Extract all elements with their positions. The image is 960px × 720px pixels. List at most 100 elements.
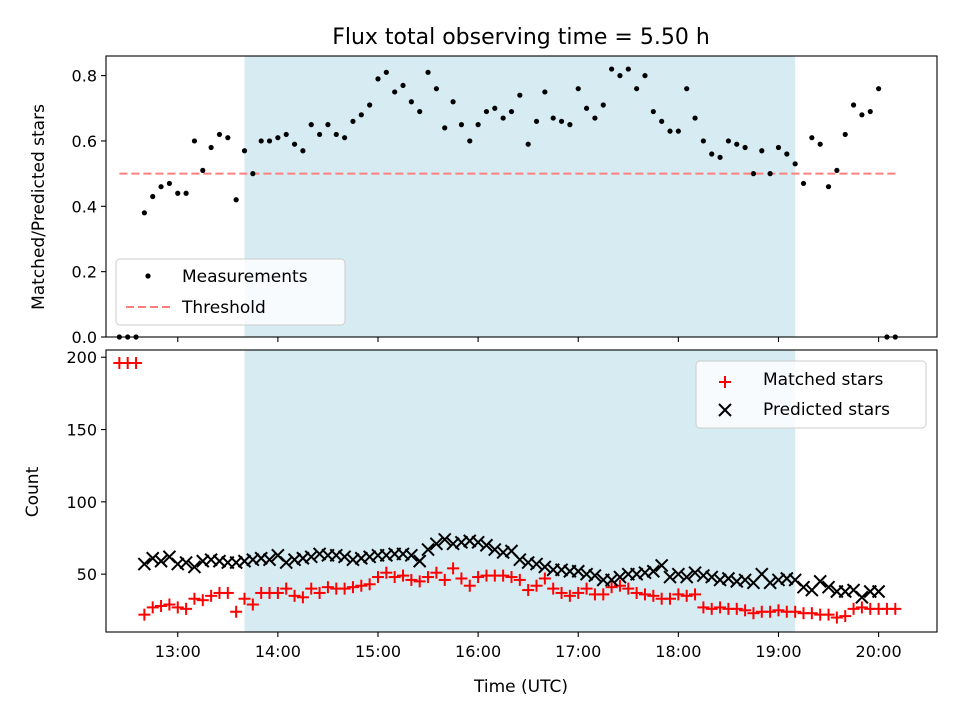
matched-star-point — [697, 601, 710, 614]
measurement-point — [684, 86, 690, 92]
measurement-point — [542, 89, 548, 95]
measurement-point — [233, 197, 239, 203]
predicted-star-d2 — [646, 564, 661, 578]
bottom-x-tick-label: 15:00 — [355, 642, 401, 661]
matched-star-point — [605, 581, 618, 594]
matched-star-point — [371, 571, 384, 584]
predicted-star-point — [262, 552, 277, 567]
top-axes-frame — [105, 55, 938, 338]
measurement-point — [717, 154, 723, 160]
matched-star-point — [764, 605, 777, 618]
matched-star-point — [730, 602, 743, 615]
predicted-star-d2 — [571, 564, 585, 578]
measurement-point — [784, 151, 790, 157]
matched-star-point — [805, 607, 818, 620]
predicted-star-point — [471, 535, 485, 550]
predicted-star-point — [571, 564, 585, 578]
matched-star-point — [664, 592, 677, 605]
predicted-star-point — [538, 560, 552, 574]
measurement-point — [458, 122, 465, 128]
predicted-star-point — [438, 532, 452, 547]
predicted-star-d2 — [479, 538, 494, 552]
matched-star-point — [246, 598, 259, 611]
predicted-star-d2 — [654, 558, 669, 573]
matched-star-point — [613, 579, 626, 592]
predicted-star-d2 — [504, 544, 519, 558]
matched-star-point — [839, 610, 852, 623]
bottom-x-tick-label: 14:00 — [255, 642, 301, 661]
predicted-star-d2 — [179, 555, 193, 570]
matched-star-point — [447, 562, 460, 575]
measurement-point — [300, 148, 306, 154]
predicted-star-point — [154, 554, 168, 568]
matched-star-point — [230, 605, 243, 618]
x-axis-label: Time (UTC) — [473, 677, 568, 697]
predicted-star-point — [337, 550, 352, 564]
matched-star-point — [171, 601, 184, 614]
predicted-star-d2 — [871, 584, 886, 599]
matched-star-point — [238, 592, 251, 605]
predicted-star-d2 — [771, 573, 786, 587]
matched-star-point — [430, 566, 443, 579]
matched-star-point — [463, 579, 476, 592]
measurement-point — [517, 92, 523, 98]
predicted-star-point — [855, 590, 869, 604]
predicted-star-point — [421, 542, 435, 557]
matched-star-point — [205, 589, 218, 602]
measurement-point — [850, 102, 857, 108]
predicted-star-d2 — [146, 551, 160, 565]
predicted-star-point — [663, 570, 677, 584]
predicted-star-point — [613, 570, 627, 584]
matched-star-point — [188, 592, 201, 605]
predicted-star-d2 — [287, 552, 302, 567]
predicted-star-d2 — [354, 551, 369, 565]
measurement-point — [141, 210, 147, 216]
matched-star-point — [789, 605, 802, 618]
predicted-star-point — [813, 574, 827, 589]
measurement-point — [325, 122, 331, 128]
measurement-point — [150, 193, 156, 200]
bottom-x-tick-label: 17:00 — [555, 642, 601, 661]
predicted-star-d2 — [187, 560, 202, 574]
measurement-point — [692, 115, 698, 121]
measurement-point — [500, 115, 506, 121]
top-y-tick-label: 0.2 — [72, 263, 97, 282]
predicted-star-d2 — [346, 552, 360, 567]
predicted-star-d2 — [671, 567, 686, 581]
predicted-star-d2 — [738, 573, 752, 587]
matched-star-point — [597, 588, 610, 601]
measurement-point — [258, 138, 264, 144]
matched-star-point — [355, 579, 368, 592]
matched-star-point — [180, 602, 193, 615]
predicted-star-point — [179, 555, 193, 570]
top-y-tick-label: 0.8 — [72, 67, 97, 86]
predicted-star-point — [654, 558, 669, 573]
measurement-point — [483, 108, 490, 115]
measurement-point — [350, 118, 356, 124]
bottom-x-tick-label: 16:00 — [455, 642, 501, 661]
measurement-point — [225, 135, 231, 141]
predicted-star-d2 — [588, 568, 602, 583]
top-legend-box — [115, 258, 346, 326]
matched-star-point — [563, 589, 576, 602]
measurement-point — [241, 148, 248, 154]
matched-star-point — [363, 578, 376, 591]
measurement-point — [792, 161, 798, 167]
top-panel: 0.00.20.40.60.8 Matched/Predicted stars … — [29, 55, 938, 347]
measurement-point — [200, 167, 206, 173]
matched-star-point — [155, 599, 168, 612]
matched-star-point — [422, 571, 435, 584]
matched-stars-series — [113, 357, 902, 624]
predicted-star-d2 — [171, 557, 185, 571]
measurement-point — [859, 112, 865, 118]
measurement-point — [775, 144, 782, 151]
predicted-star-d2 — [404, 548, 419, 563]
predicted-star-point — [588, 568, 602, 583]
matched-star-point — [830, 611, 843, 624]
measurement-point — [250, 171, 256, 177]
matched-star-point — [855, 601, 868, 614]
matched-star-point — [346, 581, 359, 594]
measurement-point — [400, 82, 406, 89]
predicted-star-d2 — [413, 554, 427, 568]
matched-star-point — [672, 588, 685, 601]
